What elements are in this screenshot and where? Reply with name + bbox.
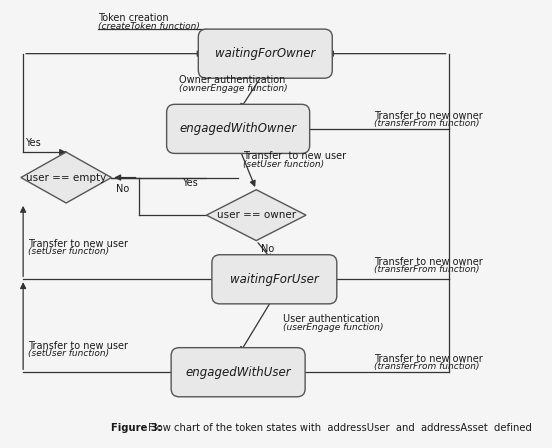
FancyBboxPatch shape [167, 104, 310, 153]
Text: (userEngage function): (userEngage function) [283, 323, 384, 332]
Text: (setUser function): (setUser function) [28, 349, 109, 358]
Text: Yes: Yes [182, 178, 198, 188]
Text: waitingForUser: waitingForUser [230, 273, 319, 286]
Text: waitingForOwner: waitingForOwner [215, 47, 316, 60]
Text: (createToken function): (createToken function) [98, 22, 200, 31]
FancyBboxPatch shape [212, 255, 337, 304]
Text: Figure 3:: Figure 3: [112, 423, 162, 433]
Text: (ownerEngage function): (ownerEngage function) [179, 84, 288, 93]
FancyBboxPatch shape [171, 348, 305, 397]
FancyBboxPatch shape [198, 29, 332, 78]
Text: Owner authentication: Owner authentication [179, 75, 286, 85]
Text: Yes: Yes [25, 138, 41, 148]
Text: (transferFrom function): (transferFrom function) [374, 362, 480, 371]
Text: engagedWithOwner: engagedWithOwner [179, 122, 297, 135]
Text: engagedWithUser: engagedWithUser [185, 366, 291, 379]
Text: No: No [116, 184, 129, 194]
Text: Flow chart of the token states with  addressUser  and  addressAsset  defined: Flow chart of the token states with addr… [145, 423, 532, 433]
Text: Token creation: Token creation [98, 13, 168, 23]
Text: Transfer to new owner: Transfer to new owner [374, 111, 482, 121]
Text: Transfer to new owner: Transfer to new owner [374, 257, 482, 267]
Text: (setUser function): (setUser function) [243, 160, 324, 169]
Text: (transferFrom function): (transferFrom function) [374, 265, 480, 274]
Text: user == owner: user == owner [217, 210, 296, 220]
Text: Transfer to new user: Transfer to new user [28, 340, 128, 351]
Text: Transfer to new user: Transfer to new user [28, 239, 128, 249]
Text: User authentication: User authentication [283, 314, 380, 324]
Text: No: No [261, 245, 274, 254]
Text: Transfer to new owner: Transfer to new owner [374, 354, 482, 364]
Text: (transferFrom function): (transferFrom function) [374, 119, 480, 128]
Text: user == empty: user == empty [26, 172, 107, 182]
Polygon shape [21, 152, 112, 203]
Text: (setUser function): (setUser function) [28, 247, 109, 256]
Polygon shape [206, 190, 306, 241]
Text: Transfer  to new user: Transfer to new user [243, 151, 346, 161]
